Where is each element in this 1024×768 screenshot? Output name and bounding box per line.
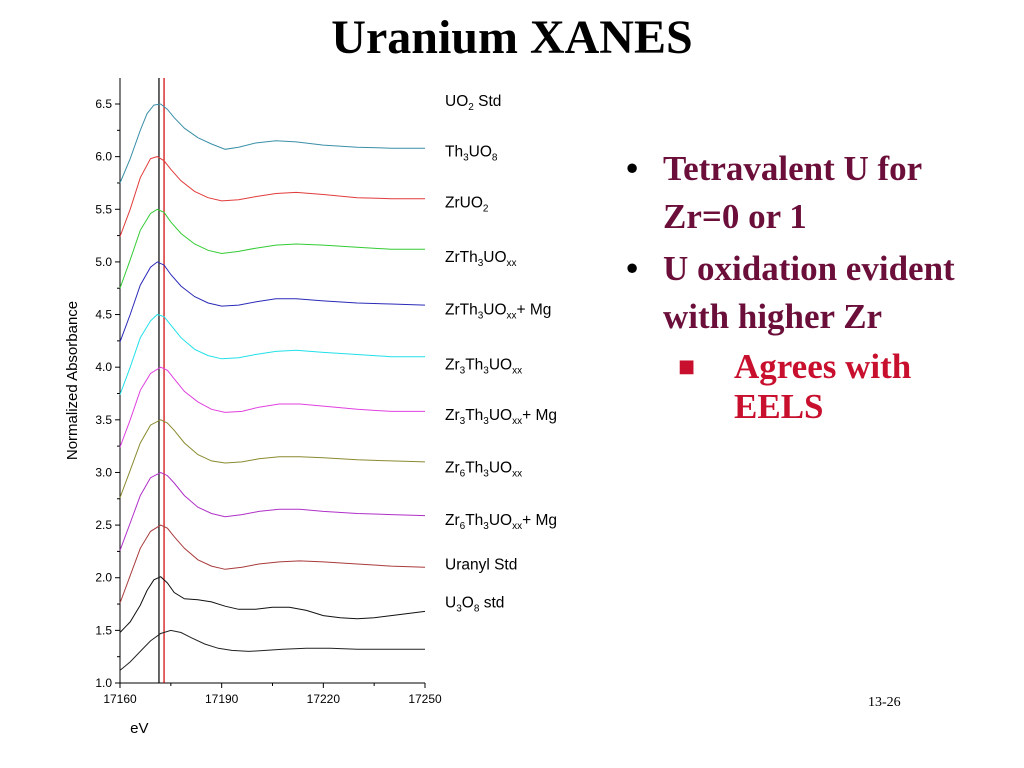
y-axis-title: Normalized Absorbance xyxy=(64,301,81,460)
y-tick-label: 3.0 xyxy=(95,465,112,479)
series-label: Th3UO8 xyxy=(445,144,498,164)
square-bullet-icon: ■ xyxy=(678,356,696,377)
series-line xyxy=(119,471,426,551)
series-line xyxy=(119,313,425,395)
sub-bullet-item: ■ Agrees with EELS xyxy=(626,347,1006,427)
y-tick-label: 1.0 xyxy=(95,676,112,690)
series-label: Zr3Th3UOxx+ Mg xyxy=(445,407,557,427)
y-tick-label: 2.5 xyxy=(95,518,112,532)
series-line xyxy=(119,629,425,671)
bullet-dot-icon: • xyxy=(626,249,639,288)
series-label: Zr3Th3UOxx xyxy=(445,356,522,376)
bullet-text: U oxidation evident with higher Zr xyxy=(663,249,955,336)
x-axis-title: eV xyxy=(130,720,148,737)
series-label: Uranyl Std xyxy=(445,556,517,573)
series-line xyxy=(119,261,426,343)
series-line xyxy=(119,576,426,633)
y-tick-label: 6.0 xyxy=(95,150,112,164)
series-label: Zr6Th3UOxx+ Mg xyxy=(445,512,557,532)
series-label: ZrTh3UOxx xyxy=(445,249,517,269)
series-line xyxy=(119,208,425,289)
series-line xyxy=(119,366,425,448)
bullet-dot-icon: • xyxy=(626,149,639,188)
series-label: U3O8 std xyxy=(445,594,504,614)
xanes-chart: 1.0 1.5 2.0 2.5 3.0 3.5 4.0 4.5 5.0 5.5 6.0 6.5 1716… xyxy=(64,78,557,737)
x-tick-label: 17190 xyxy=(205,692,239,706)
series-label: Zr6Th3UOxx xyxy=(445,460,522,480)
bullet-list: • Tetravalent U for Zr=0 or 1 • U oxidat… xyxy=(626,145,1006,427)
series-label: ZrTh3UOxx+ Mg xyxy=(445,302,551,322)
x-tick-label: 17160 xyxy=(103,692,137,706)
y-tick-label: 5.5 xyxy=(95,202,112,216)
y-tick-label: 4.0 xyxy=(95,360,112,374)
y-tick-label: 4.5 xyxy=(95,308,112,322)
series-line xyxy=(119,419,426,498)
y-tick-label: 2.0 xyxy=(95,571,112,585)
y-tick-label: 3.5 xyxy=(95,413,112,427)
y-tick-label: 6.5 xyxy=(95,97,112,111)
slide-title: Uranium XANES xyxy=(331,11,693,64)
sub-bullet-text: Agrees with EELS xyxy=(734,347,912,426)
series-line xyxy=(119,103,425,184)
x-tick-label: 17250 xyxy=(408,692,442,706)
y-tick-label: 1.5 xyxy=(95,623,112,637)
series-line xyxy=(119,156,425,237)
slide-number: 13-26 xyxy=(868,695,901,710)
series-label: ZrUO2 xyxy=(445,194,489,214)
bullet-text: Tetravalent U for Zr=0 or 1 xyxy=(663,149,922,236)
bullet-item: • Tetravalent U for Zr=0 or 1 xyxy=(626,145,1006,241)
x-tick-label: 17220 xyxy=(307,692,341,706)
series-label: UO2 Std xyxy=(445,93,501,113)
series-line xyxy=(119,524,426,604)
y-tick-label: 5.0 xyxy=(95,255,112,269)
bullet-item: • U oxidation evident with higher Zr xyxy=(626,245,1006,341)
